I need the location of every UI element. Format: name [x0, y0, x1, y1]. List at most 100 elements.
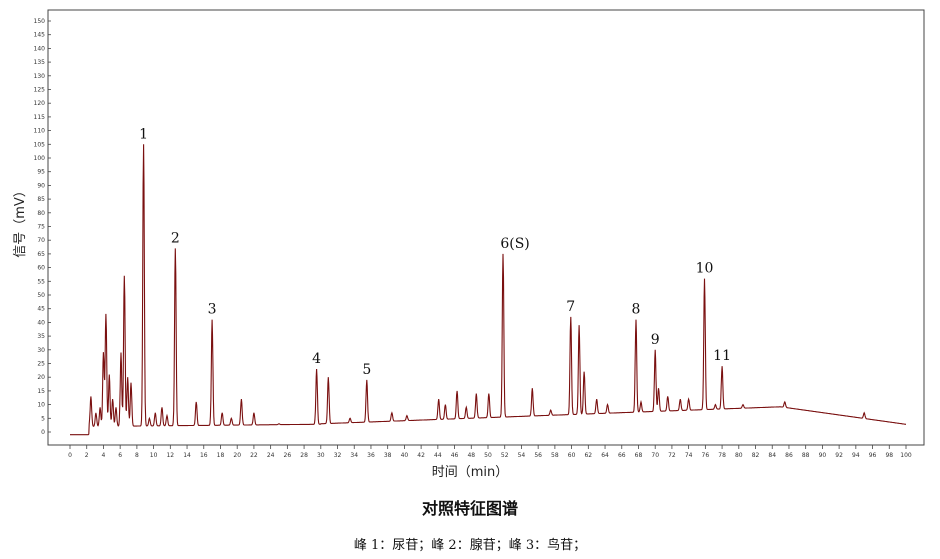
y-axis-label: 信号（mV）	[13, 184, 28, 258]
x-tick-label: 14	[183, 452, 191, 459]
y-tick-label: 40	[37, 319, 45, 326]
x-tick-label: 86	[785, 452, 793, 459]
y-tick-label: 120	[34, 100, 46, 107]
y-tick-label: 100	[34, 155, 46, 162]
peak-label-1: 1	[139, 126, 148, 142]
x-tick-label: 22	[250, 452, 258, 459]
x-tick-label: 36	[367, 452, 375, 459]
x-tick-label: 10	[150, 452, 158, 459]
peak-labels: 1 2 3 4 5 6(S) 7 89 10 11	[139, 126, 731, 378]
x-tick-label: 0	[68, 452, 72, 459]
peak-label-10: 10	[696, 261, 714, 277]
y-tick-label: 5	[41, 415, 45, 422]
x-tick-label: 40	[401, 452, 409, 459]
y-tick-label: 80	[37, 210, 45, 217]
x-tick-label: 30	[317, 452, 325, 459]
x-tick-label: 74	[685, 452, 693, 459]
y-tick-label: 85	[37, 196, 45, 203]
x-tick-label: 96	[869, 452, 877, 459]
x-tick-label: 50	[484, 452, 492, 459]
x-tick-label: 44	[434, 452, 442, 459]
x-tick-label: 48	[467, 452, 475, 459]
x-tick-label: 12	[166, 452, 174, 459]
peak-label-2: 2	[171, 230, 180, 246]
x-tick-label: 26	[284, 452, 292, 459]
x-axis-label: 时间（min）	[432, 465, 509, 480]
y-tick-label: 65	[37, 251, 45, 258]
y-tick-label: 135	[34, 59, 46, 66]
x-tick-label: 24	[267, 452, 275, 459]
x-tick-label: 4	[102, 452, 106, 459]
y-tick-label: 125	[34, 87, 46, 94]
y-tick-label: 45	[37, 306, 45, 313]
x-tick-label: 64	[601, 452, 609, 459]
y-tick-label: 20	[37, 374, 45, 381]
x-tick-label: 6	[118, 452, 122, 459]
x-tick-label: 28	[300, 452, 308, 459]
peak-label-3: 3	[208, 302, 217, 318]
x-tick-label: 52	[501, 452, 509, 459]
x-tick-label: 98	[885, 452, 893, 459]
plot-frame	[47, 9, 925, 446]
y-tick-label: 10	[37, 402, 45, 409]
x-tick-label: 58	[551, 452, 559, 459]
x-tick-label: 18	[217, 452, 225, 459]
x-tick-label: 62	[584, 452, 592, 459]
x-tick-label: 20	[233, 452, 241, 459]
x-tick-label: 46	[451, 452, 459, 459]
x-tick-label: 66	[618, 452, 626, 459]
x-tick-label: 82	[752, 452, 760, 459]
y-tick-label: 95	[37, 169, 45, 176]
x-tick-label: 72	[668, 452, 676, 459]
x-tick-label: 90	[819, 452, 827, 459]
x-tick-label: 16	[200, 452, 208, 459]
peak-label-4: 4	[312, 351, 321, 367]
peak-label-5: 5	[362, 362, 371, 378]
x-tick-label: 92	[835, 452, 843, 459]
y-tick-label: 110	[34, 128, 46, 135]
x-tick-label: 2	[85, 452, 89, 459]
y-tick-label: 0	[41, 429, 45, 436]
y-tick-label: 130	[34, 73, 46, 80]
x-tick-label: 80	[735, 452, 743, 459]
y-tick-label: 35	[37, 333, 45, 340]
x-tick-label: 76	[702, 452, 710, 459]
y-tick-label: 50	[37, 292, 45, 299]
x-tick-label: 56	[534, 452, 542, 459]
y-tick-label: 90	[37, 182, 45, 189]
peak-identification-note: 峰 1：尿苷；峰 2：腺苷；峰 3：鸟苷；	[353, 538, 587, 553]
y-tick-label: 70	[37, 237, 45, 244]
x-tick-label: 68	[635, 452, 643, 459]
y-tick-label: 140	[34, 45, 46, 52]
y-tick-label: 105	[34, 141, 46, 148]
y-tick-label: 30	[37, 347, 45, 354]
x-tick-label: 60	[568, 452, 576, 459]
y-axis-ticks: 0 5 10 15 20 25 30 35 40 45 50 55 60 65 70 75 80 85 90 95 10…	[34, 18, 51, 436]
x-tick-label: 94	[852, 452, 860, 459]
x-tick-label: 32	[334, 452, 342, 459]
chromatogram-chart: 0510152025303540455055606570758085909510…	[13, 9, 925, 480]
y-tick-label: 150	[34, 18, 46, 25]
peak-label-11: 11	[713, 348, 731, 364]
x-tick-label: 8	[135, 452, 139, 459]
y-tick-label: 15	[37, 388, 45, 395]
x-tick-label: 38	[384, 452, 392, 459]
x-tick-label: 88	[802, 452, 810, 459]
x-tick-label: 54	[518, 452, 526, 459]
x-axis-ticks: 0 2 4 6 8 10 12 14 16 18 20 22 24 26 28 30 32 34 36 38 40 42 4…	[68, 445, 912, 459]
y-tick-label: 115	[34, 114, 46, 121]
peak-label-9: 9	[651, 332, 660, 348]
x-tick-label: 78	[718, 452, 726, 459]
x-tick-label: 70	[651, 452, 659, 459]
x-tick-label: 42	[417, 452, 425, 459]
peak-label-6: 6(S)	[500, 236, 529, 252]
y-tick-label: 60	[37, 265, 45, 272]
y-tick-label: 145	[34, 32, 46, 39]
y-tick-label: 75	[37, 224, 45, 231]
y-tick-label: 55	[37, 278, 45, 285]
x-tick-label: 34	[350, 452, 358, 459]
peak-label-7: 7	[566, 299, 575, 315]
peak-label-8: 8	[632, 302, 641, 318]
x-tick-label: 84	[768, 452, 776, 459]
y-tick-label: 25	[37, 361, 45, 368]
